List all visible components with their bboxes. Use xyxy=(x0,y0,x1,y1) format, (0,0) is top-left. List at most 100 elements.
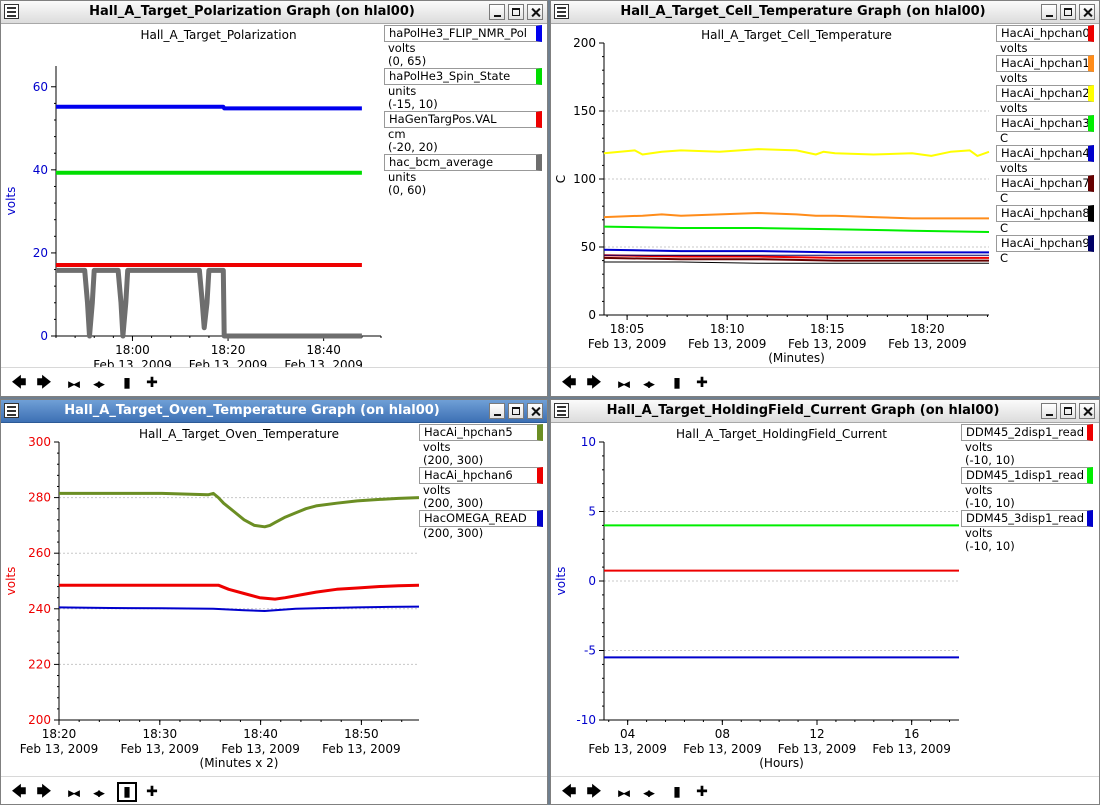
minimize-button[interactable] xyxy=(1041,4,1057,20)
legend-entry[interactable]: HaGenTargPos.VAL xyxy=(384,111,542,128)
zoom-in-button[interactable]: ▶◀ xyxy=(63,782,83,802)
add-button[interactable]: ✚ xyxy=(142,373,162,393)
arrow-right-icon: 🡆 xyxy=(586,784,602,800)
y-tick-label: 300 xyxy=(28,435,51,449)
graph-toolbar: 🡄 🡆 ▶◀ ◀▶ ▮ ✚ xyxy=(551,367,1099,396)
window-menu-icon[interactable] xyxy=(4,4,19,19)
legend-entry[interactable]: HacAi_hpchan5 xyxy=(419,424,543,441)
reset-button[interactable]: ▮ xyxy=(667,782,687,802)
window-menu-icon[interactable] xyxy=(554,4,569,19)
x-tick-date: Feb 13, 2009 xyxy=(683,742,762,756)
window-title: Hall_A_Target_Cell_Temperature Graph (on… xyxy=(620,4,986,19)
maximize-button[interactable] xyxy=(508,403,524,419)
close-button[interactable] xyxy=(527,403,543,419)
zoom-in-icon: ▶◀ xyxy=(68,789,80,799)
y-axis-label: C xyxy=(554,175,568,183)
legend-entry[interactable]: HacOMEGA_READ xyxy=(419,510,543,527)
zoom-out-icon: ◀▶ xyxy=(643,789,655,799)
window-menu-icon[interactable] xyxy=(4,403,19,418)
zoom-in-icon: ▶◀ xyxy=(618,789,630,799)
plus-icon: ✚ xyxy=(696,784,708,800)
y-tick-label: 220 xyxy=(28,657,51,671)
close-button[interactable] xyxy=(527,4,543,20)
scroll-right-button[interactable]: 🡆 xyxy=(584,373,604,393)
legend-entry[interactable]: HacAi_hpchan8 xyxy=(996,205,1094,222)
x-tick-time: 18:20 xyxy=(910,322,945,336)
zoom-out-button[interactable]: ◀▶ xyxy=(88,782,108,802)
legend-entry[interactable]: haPolHe3_FLIP_NMR_Pol xyxy=(384,25,542,42)
legend-entry[interactable]: HacAi_hpchan7 xyxy=(996,175,1094,192)
maximize-button[interactable] xyxy=(1060,403,1076,419)
x-tick-time: 04 xyxy=(620,727,635,741)
x-tick-date: Feb 13, 2009 xyxy=(778,742,857,756)
maximize-button[interactable] xyxy=(508,4,524,20)
x-tick-date: Feb 13, 2009 xyxy=(93,358,172,367)
scroll-right-button[interactable]: 🡆 xyxy=(34,373,54,393)
legend: HacAi_hpchan5 volts (200, 300) HacAi_hpchan… xyxy=(419,424,543,540)
y-tick-label: 50 xyxy=(581,240,596,254)
legend-entry[interactable]: HacAi_hpchan4 xyxy=(996,145,1094,162)
legend-entry[interactable]: DDM45_3disp1_read xyxy=(961,510,1093,527)
close-button[interactable] xyxy=(1079,403,1095,419)
y-tick-label: 0 xyxy=(588,308,596,322)
add-button[interactable]: ✚ xyxy=(142,782,162,802)
scroll-left-button[interactable]: 🡄 xyxy=(559,782,579,802)
y-tick-label: 10 xyxy=(581,435,596,449)
y-tick-label: 100 xyxy=(573,172,596,186)
maximize-button[interactable] xyxy=(1060,4,1076,20)
legend-entry[interactable]: HacAi_hpchan1 xyxy=(996,55,1094,72)
y-tick-label: 40 xyxy=(33,163,48,177)
minimize-button[interactable] xyxy=(489,4,505,20)
reset-button[interactable]: ▮ xyxy=(667,373,687,393)
reset-icon: ▮ xyxy=(673,784,681,800)
add-button[interactable]: ✚ xyxy=(692,373,712,393)
scroll-right-button[interactable]: 🡆 xyxy=(584,782,604,802)
legend-entry[interactable]: HacAi_hpchan9 xyxy=(996,235,1094,252)
legend-unit: cm xyxy=(388,127,406,141)
legend-entry[interactable]: hac_bcm_average xyxy=(384,154,542,171)
legend-entry[interactable]: HacAi_hpchan0 xyxy=(996,25,1094,42)
close-button[interactable] xyxy=(1079,4,1095,20)
scroll-left-button[interactable]: 🡄 xyxy=(9,782,29,802)
add-button[interactable]: ✚ xyxy=(692,782,712,802)
reset-button[interactable]: ▮ xyxy=(117,782,137,802)
legend-entry[interactable]: haPolHe3_Spin_State xyxy=(384,68,542,85)
x-axis-label: (Minutes x 2) xyxy=(200,756,279,770)
reset-button[interactable]: ▮ xyxy=(117,373,137,393)
minimize-button[interactable] xyxy=(1041,403,1057,419)
zoom-out-button[interactable]: ◀▶ xyxy=(88,373,108,393)
window-title: Hall_A_Target_Polarization Graph (on hla… xyxy=(89,4,415,19)
zoom-in-button[interactable]: ▶◀ xyxy=(63,373,83,393)
legend-unit: C xyxy=(1000,191,1009,205)
scroll-left-button[interactable]: 🡄 xyxy=(559,373,579,393)
window-title: Hall_A_Target_HoldingField_Current Graph… xyxy=(606,403,1000,418)
y-tick-label: 60 xyxy=(33,80,48,94)
zoom-out-button[interactable]: ◀▶ xyxy=(638,782,658,802)
zoom-out-button[interactable]: ◀▶ xyxy=(638,373,658,393)
zoom-in-button[interactable]: ▶◀ xyxy=(613,373,633,393)
legend-range: (0, 60) xyxy=(388,183,427,197)
window-menu-icon[interactable] xyxy=(554,403,569,418)
legend-entry[interactable]: DDM45_2disp1_read xyxy=(961,424,1093,441)
legend-unit: C xyxy=(1000,131,1009,145)
x-tick-time: 18:00 xyxy=(115,343,150,357)
zoom-in-button[interactable]: ▶◀ xyxy=(613,782,633,802)
series-line-hacai-hpchan8 xyxy=(604,261,989,264)
legend-entry[interactable]: DDM45_1disp1_read xyxy=(961,467,1093,484)
legend-entry[interactable]: HacAi_hpchan3 xyxy=(996,115,1094,132)
reset-icon: ▮ xyxy=(123,784,131,800)
y-axis-label: volts xyxy=(4,187,18,216)
legend-unit: volts xyxy=(1000,101,1028,115)
legend-entry[interactable]: HacAi_hpchan6 xyxy=(419,467,543,484)
title-bar: Hall_A_Target_Cell_Temperature Graph (on… xyxy=(551,1,1099,24)
minimize-button[interactable] xyxy=(489,403,505,419)
legend-range: (-10, 10) xyxy=(965,453,1015,467)
legend-entry[interactable]: HacAi_hpchan2 xyxy=(996,85,1094,102)
plus-icon: ✚ xyxy=(696,375,708,391)
x-tick-time: 16 xyxy=(904,727,919,741)
series-line-hacai-hpchan6 xyxy=(59,583,419,601)
x-tick-time: 18:40 xyxy=(306,343,341,357)
scroll-left-button[interactable]: 🡄 xyxy=(9,373,29,393)
scroll-right-button[interactable]: 🡆 xyxy=(34,782,54,802)
